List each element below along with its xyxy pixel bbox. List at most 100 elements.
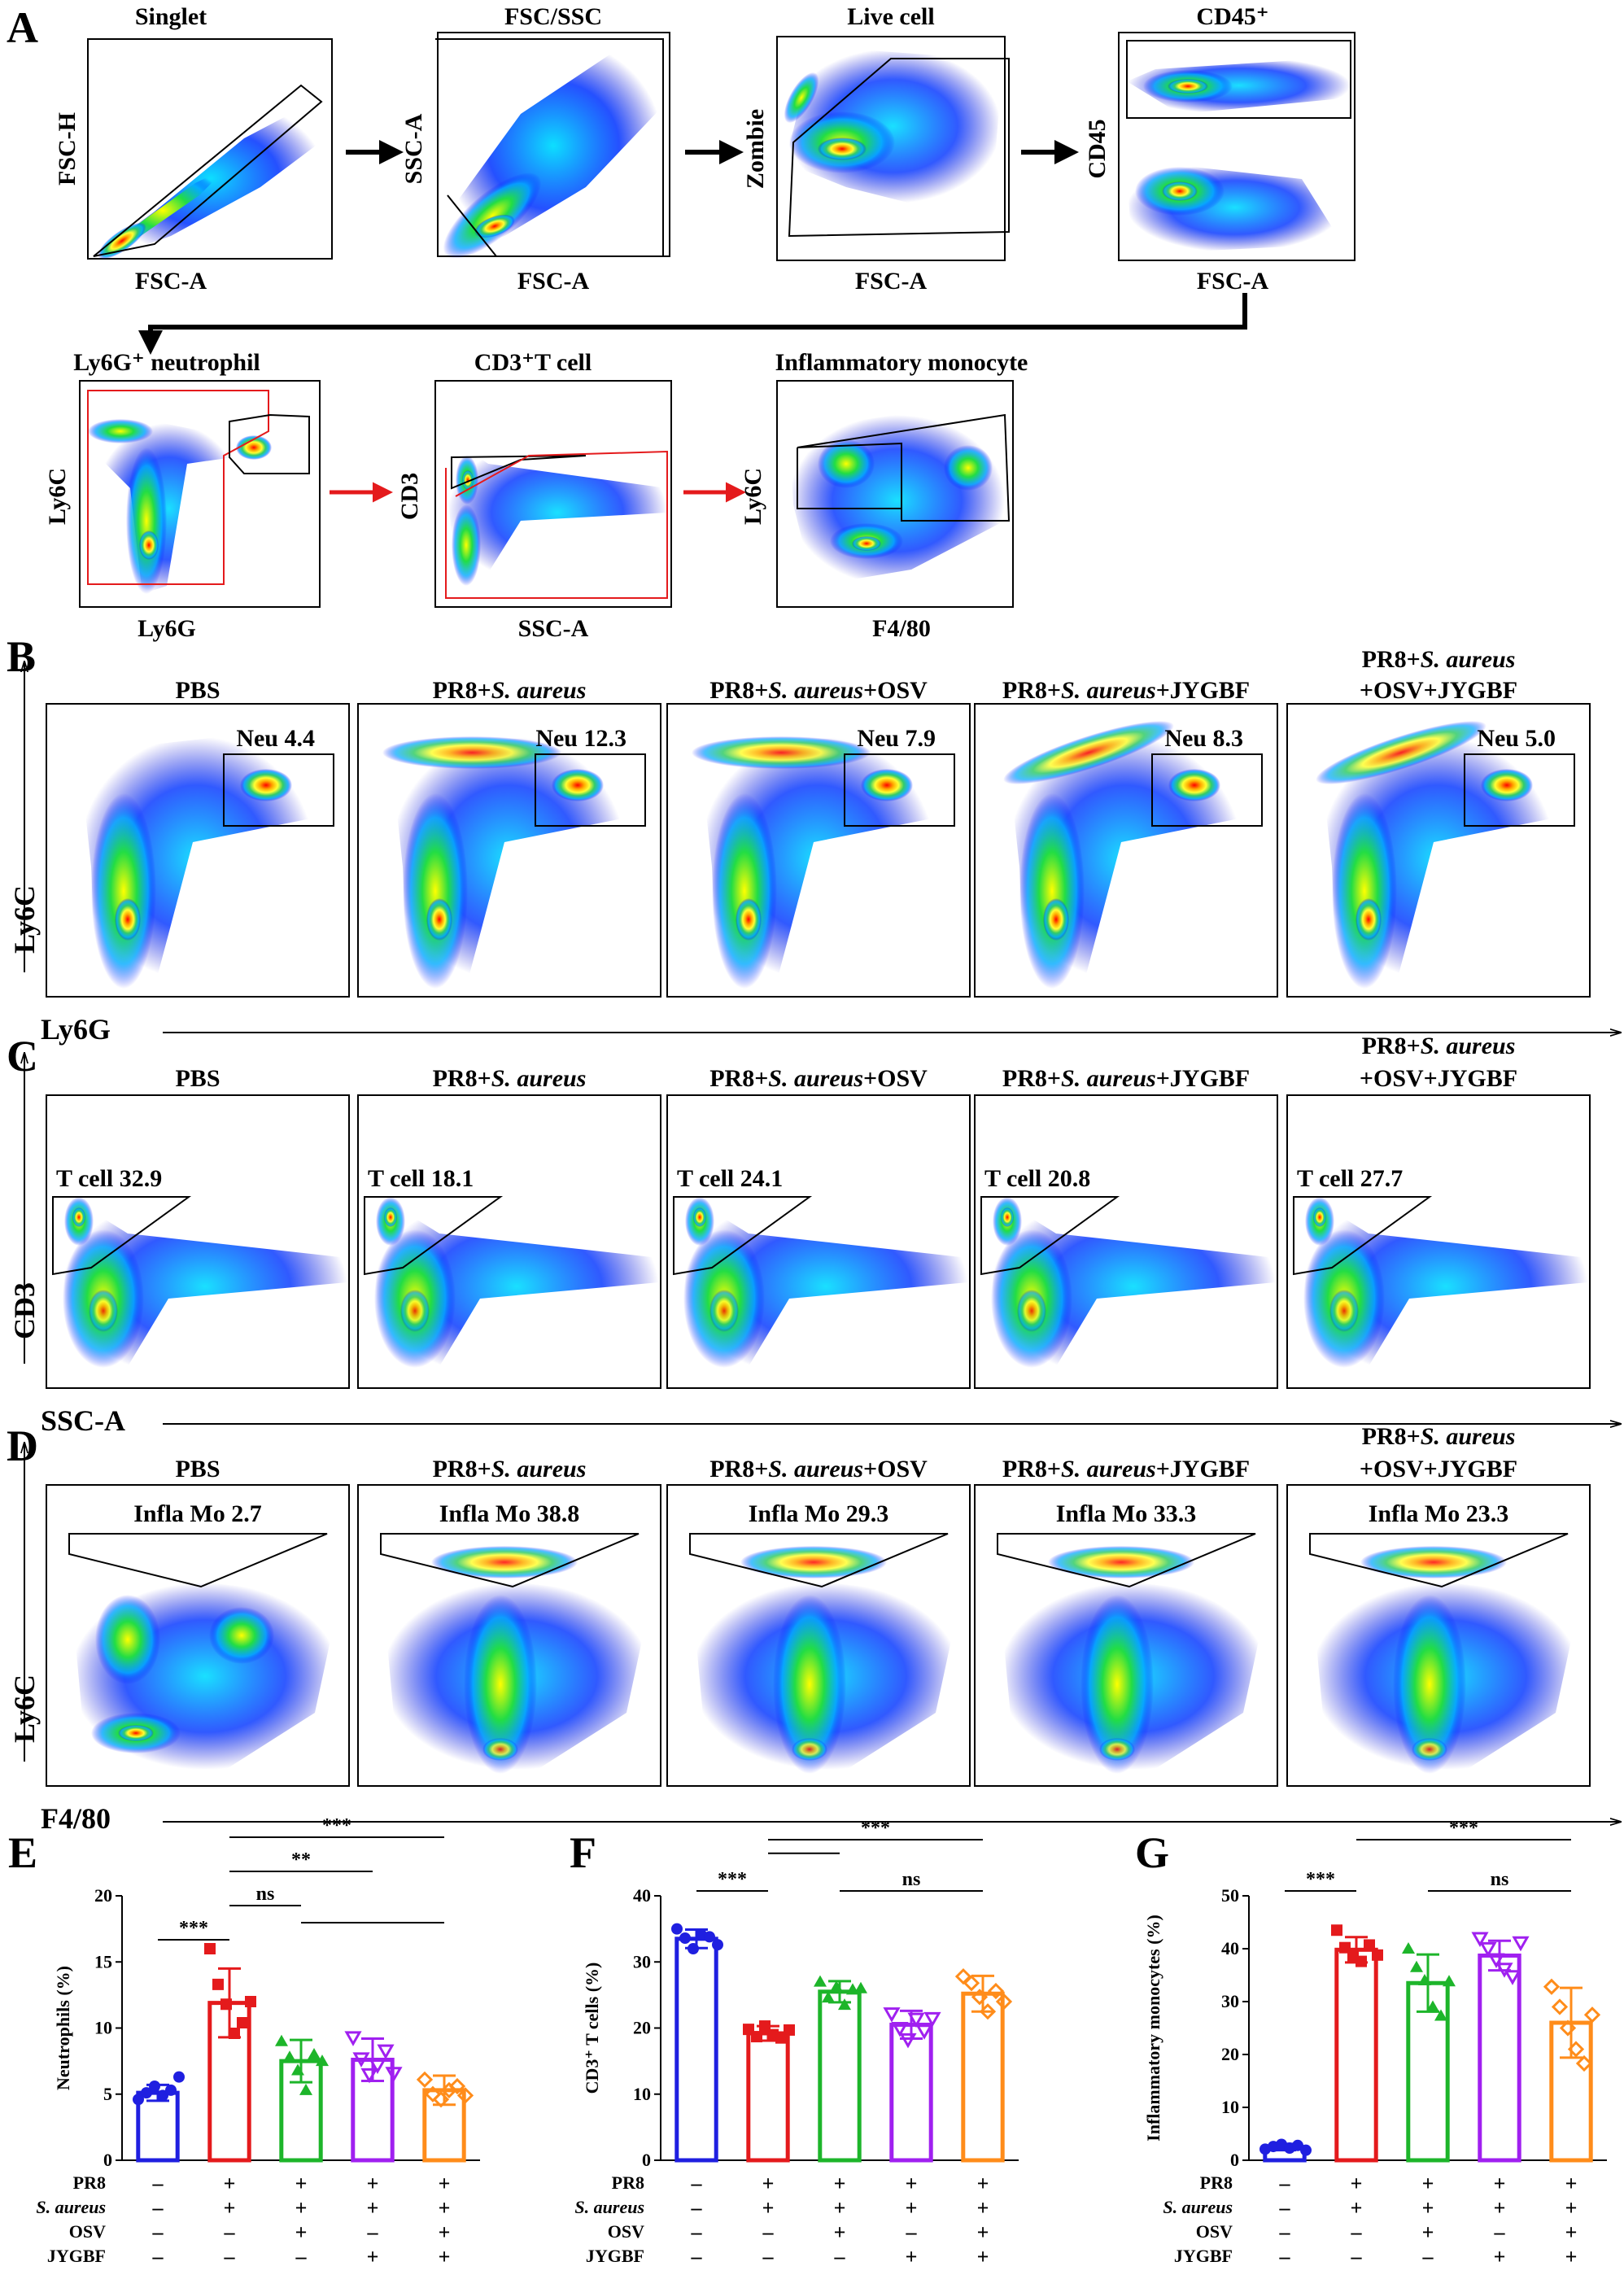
gating-plot-monocyte: Inflammatory monocyte F4/80 Ly6C <box>740 349 1028 642</box>
data-point <box>1372 1949 1383 1961</box>
treatment-cell: + <box>1565 2245 1578 2268</box>
treatment-cell: – <box>152 2196 164 2220</box>
plot-title: Live cell <box>847 3 934 30</box>
density-peak <box>552 769 604 801</box>
treatment-cell: + <box>977 2196 989 2220</box>
treatment-cell: + <box>1565 2172 1578 2195</box>
y-axis-label: Zombie <box>742 109 769 189</box>
density-peak <box>72 1207 85 1227</box>
y-tick-label: 20 <box>1221 2044 1239 2064</box>
treatment-cell: + <box>1422 2172 1434 2195</box>
data-point <box>1443 1975 1456 1987</box>
y-tick-label: 30 <box>1221 1991 1239 2011</box>
significance-label: ns <box>902 1869 921 1890</box>
density-peak <box>89 1290 118 1332</box>
y-axis-label: Ly6C <box>8 885 41 954</box>
panel-letter: B <box>7 632 36 681</box>
treatment-cell: + <box>834 2220 846 2244</box>
data-point <box>671 1923 683 1935</box>
plot-title: CD3⁺T cell <box>474 349 592 376</box>
data-point <box>891 2022 909 2037</box>
data-point <box>1331 1924 1342 1937</box>
gating-plot-fsc-ssc: FSC/SSC FSC-A SSC-A <box>400 3 670 295</box>
data-point <box>308 2048 321 2059</box>
treatment-label: S. aureus <box>574 2197 644 2217</box>
group-label: PR8+S. aureus <box>1362 1423 1516 1450</box>
treatment-cell: + <box>834 2196 846 2220</box>
treatment-cell: – <box>224 2220 236 2244</box>
significance-label: ** <box>291 1849 311 1871</box>
treatment-cell: + <box>834 2172 846 2195</box>
treatment-cell: + <box>295 2220 308 2244</box>
density-peak <box>1017 1290 1046 1332</box>
plot-title: CD45⁺ <box>1196 3 1268 30</box>
treatment-cell: + <box>762 2172 775 2195</box>
bar <box>818 1989 862 2163</box>
treatment-cell: – <box>152 2245 164 2268</box>
density-band <box>1048 1546 1194 1578</box>
gating-arrow-connector <box>138 293 1247 355</box>
bar <box>136 2090 180 2163</box>
data-point <box>1339 1941 1351 1954</box>
data-point <box>352 2052 370 2067</box>
data-point <box>814 1975 827 1987</box>
data-point <box>1410 1960 1423 1972</box>
y-tick-label: 0 <box>642 2150 651 2170</box>
y-tick-label: 20 <box>94 1885 112 1906</box>
group-label: PR8+S. aureus+OSV <box>709 1456 928 1482</box>
x-axis-label: Ly6G <box>138 615 196 642</box>
treatment-cell: – <box>762 2220 775 2244</box>
data-point <box>712 1939 723 1951</box>
treatment-label: S. aureus <box>1163 2197 1233 2217</box>
y-axis-label: CD3⁺ T cells (%) <box>582 1963 602 2094</box>
density-band <box>1360 1546 1507 1578</box>
data-point <box>915 2024 933 2040</box>
density-peak <box>1481 769 1533 801</box>
density-band <box>692 736 871 769</box>
density-cloud <box>712 793 777 989</box>
group-label: PR8+S. aureus+JYGBF <box>1002 677 1250 704</box>
data-point <box>416 2071 434 2088</box>
density-peak <box>792 1738 827 1761</box>
density-cloud <box>91 793 156 989</box>
group-label: +OSV+JYGBF <box>1360 1065 1517 1092</box>
group-label: PR8+S. aureus <box>433 677 587 704</box>
data-point <box>1479 1941 1497 1958</box>
treatment-cell: – <box>906 2220 918 2244</box>
density-cloud <box>773 1595 846 1774</box>
data-point <box>165 2084 177 2096</box>
data-point <box>1471 1932 1489 1948</box>
bar <box>961 1991 1005 2163</box>
treatment-cell: + <box>1422 2220 1434 2244</box>
data-point <box>679 1932 691 1944</box>
y-axis-label: Ly6C <box>740 468 766 525</box>
gate-label: Neu 4.4 <box>236 725 315 752</box>
significance-label: *** <box>718 1869 747 1890</box>
gate-polygon <box>1309 1533 1569 1588</box>
density-peak <box>482 1738 518 1761</box>
density-band <box>740 1546 887 1578</box>
data-point <box>822 1991 835 2003</box>
panel-letter: F <box>570 1828 596 1877</box>
gate-label: Infla Mo 2.7 <box>133 1500 262 1527</box>
treatment-cell: – <box>1279 2172 1291 2195</box>
y-tick-label: 10 <box>1221 2097 1239 2117</box>
significance-label: ns <box>1491 1869 1509 1890</box>
density-band <box>1003 721 1174 784</box>
density-peak <box>736 898 762 941</box>
gate-label: Neu 5.0 <box>1477 725 1556 752</box>
density-cloud <box>403 793 468 989</box>
data-point <box>283 2050 296 2063</box>
data-point <box>424 2085 442 2102</box>
significance-label: *** <box>1449 1818 1478 1839</box>
treatment-label: OSV <box>69 2221 106 2242</box>
data-point <box>157 2089 168 2102</box>
treatment-cell: + <box>224 2196 236 2220</box>
data-point <box>212 1978 224 1990</box>
treatment-label: PR8 <box>73 2172 106 2193</box>
x-axis-label: F4/80 <box>41 1802 111 1835</box>
density-peak <box>1329 1290 1359 1332</box>
data-point <box>838 1998 851 2011</box>
y-axis-label: CD3 <box>8 1282 41 1339</box>
